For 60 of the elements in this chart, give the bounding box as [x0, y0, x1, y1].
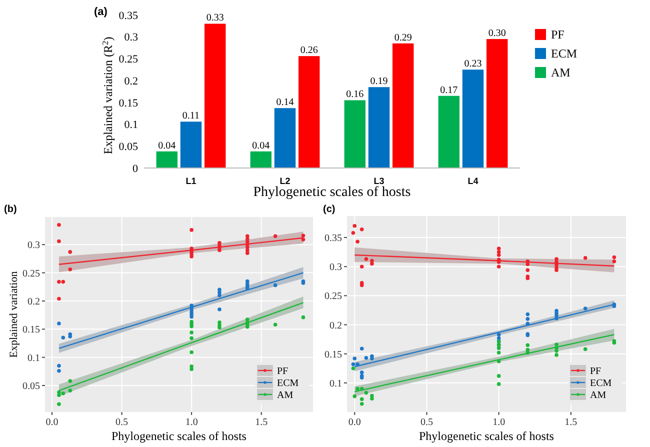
data-label: 0.33: [206, 12, 224, 24]
x-tick-label: L2: [280, 176, 290, 186]
x-tick-label: 0.5: [116, 417, 128, 428]
data-label: 0.16: [346, 89, 364, 100]
y-tick-label: 0.2: [330, 320, 342, 332]
y-tick-label: 0.05: [118, 140, 138, 153]
y-tick-label: 0.3: [28, 240, 40, 252]
legend-label: ECM: [551, 46, 578, 61]
x-tick-label: 1.0: [492, 417, 506, 428]
x-tick-label: 1.0: [185, 417, 198, 428]
data-label: 0.29: [394, 32, 412, 44]
x-tick-label: L4: [468, 176, 478, 186]
y-tick-label: 0.2: [124, 75, 138, 88]
legend-label: AM: [277, 390, 294, 401]
legend-label: PF: [551, 28, 565, 42]
data-label: 0.23: [464, 58, 482, 70]
legend-label: AM: [551, 66, 571, 80]
y-tick-label: 0.25: [324, 291, 342, 302]
chart-title: (b): [4, 204, 17, 215]
y-tick-label: 0.15: [22, 324, 40, 336]
data-label: 0.04: [252, 140, 270, 152]
data-label: 0.17: [440, 84, 458, 96]
x-axis-title: Phylogenetic scales of hosts: [253, 185, 411, 200]
x-tick-label: L1: [186, 176, 196, 186]
y-tick-label: 0.1: [330, 378, 342, 390]
legend-label: PF: [590, 366, 602, 377]
y-tick-label: 0.25: [118, 54, 138, 66]
x-axis-title: Phylogenetic scales of hosts: [112, 429, 247, 443]
y-tick-label: 0.15: [324, 349, 342, 360]
legend-label: ECM: [277, 378, 299, 389]
data-label: 0.19: [370, 76, 388, 88]
x-tick-label: 1.5: [564, 417, 578, 428]
legend-label: AM: [590, 390, 606, 401]
y-tick-label: 0.15: [118, 97, 138, 110]
y-tick-label: 0.2: [28, 296, 40, 308]
x-tick-label: 0.5: [420, 417, 433, 428]
data-label: 0.26: [300, 45, 318, 56]
x-tick-label: 0.0: [348, 417, 361, 428]
x-axis-title: Phylogenetic scales of hosts: [419, 429, 554, 443]
x-tick-label: L3: [374, 176, 384, 186]
x-tick-label: 1.5: [255, 417, 268, 428]
data-label: 0.04: [158, 140, 176, 152]
chart-title: (c): [323, 204, 336, 215]
y-tick-label: 0.3: [330, 262, 342, 274]
y-axis-title: Explained variation: [8, 270, 20, 358]
chart-title: (a): [94, 6, 108, 18]
y-tick-label: 0.35: [118, 10, 138, 22]
data-label: 0.14: [276, 97, 294, 108]
x-tick-label: 0.0: [46, 417, 58, 428]
y-tick-label: 0.05: [22, 381, 40, 392]
legend-label: ECM: [590, 378, 612, 389]
legend-label: PF: [277, 366, 289, 377]
data-label: 0.11: [182, 110, 200, 122]
y-tick-label: 0.35: [324, 233, 342, 244]
y-tick-label: 0.3: [124, 32, 138, 44]
y-tick-label: 0.1: [124, 119, 138, 132]
y-tick-label: 0.1: [28, 352, 40, 364]
data-label: 0.30: [488, 28, 506, 40]
y-tick-label: 0: [132, 162, 138, 175]
y-tick-label: 0.25: [22, 268, 40, 280]
